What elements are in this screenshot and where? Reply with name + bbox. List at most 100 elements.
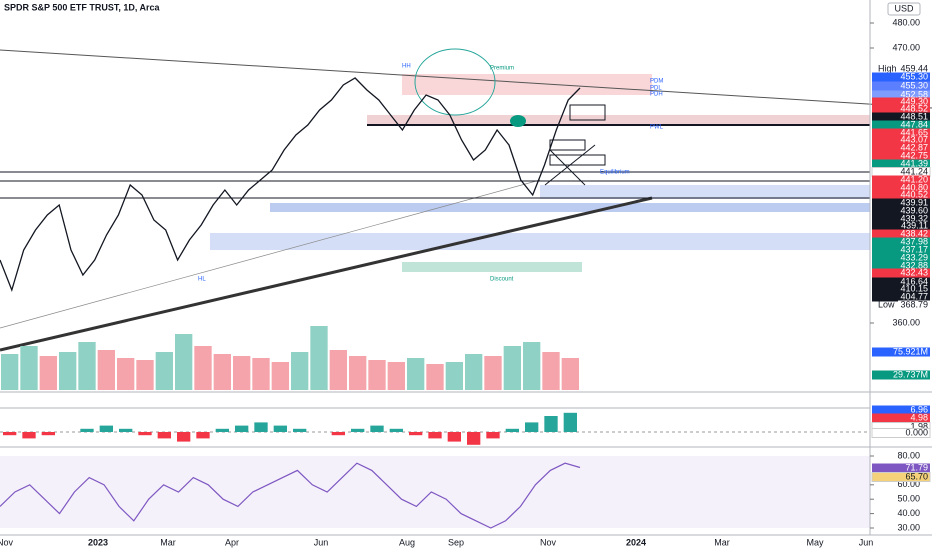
- currency-button[interactable]: [887, 2, 921, 16]
- volume-bar: [349, 356, 367, 390]
- volume-bar: [310, 326, 328, 390]
- macd-bar: [196, 432, 210, 439]
- price-badge: [872, 175, 930, 185]
- badge-label: 71.79: [905, 462, 928, 472]
- chart-annotation: Discount: [490, 277, 514, 283]
- price-line: [0, 77, 581, 292]
- currency[interactable]: USD: [894, 3, 914, 13]
- price-badge: [872, 284, 930, 294]
- chart-annotation: PDM: [650, 79, 663, 85]
- volume-bar: [426, 364, 444, 390]
- highlight-circle: [414, 48, 496, 116]
- badge-label: 75.921M: [893, 346, 928, 356]
- rsi-tick-label: 40.00: [897, 508, 920, 518]
- macd-bar: [235, 425, 249, 432]
- time-label: Mar: [714, 537, 730, 547]
- box: [569, 104, 606, 121]
- chart-annotation: Equilibrium: [600, 170, 630, 176]
- badge-label: 452.58: [900, 89, 928, 99]
- chart-annotation: PWL: [650, 125, 664, 131]
- price-badge: [872, 463, 930, 473]
- badge-label: 448.51: [900, 111, 928, 121]
- marker: [510, 115, 526, 127]
- symbol-title: SPDR S&P 500 ETF TRUST, 1D, Arca: [4, 2, 161, 12]
- time-label: Nov: [540, 537, 557, 547]
- volume-bar: [271, 362, 289, 390]
- badge-label: 439.32: [900, 213, 928, 223]
- price-badge: [871, 428, 931, 438]
- price-badge: [872, 237, 930, 247]
- price-badge: [872, 143, 930, 153]
- badge-label: 29.737M: [893, 369, 928, 379]
- rsi-band: [0, 456, 870, 528]
- demand-zone: [540, 185, 870, 199]
- macd-bar: [486, 432, 500, 439]
- volume-bar: [445, 362, 463, 390]
- volume-bar: [542, 352, 560, 390]
- price-badge: [898, 300, 930, 310]
- price-badge: [872, 214, 930, 224]
- volume-bar: [407, 358, 425, 390]
- badge-label: 416.64: [900, 276, 928, 286]
- price-badge: [872, 277, 930, 287]
- time-label: 2024: [626, 537, 646, 547]
- chart-annotation: PDL: [650, 86, 662, 92]
- badge-label: 455.30: [900, 71, 928, 81]
- volume-bar: [39, 356, 57, 390]
- badge-label: 410.15: [900, 283, 928, 293]
- volume-bar: [368, 360, 386, 390]
- badge-label: 404.77: [900, 291, 928, 301]
- price-badge: [872, 206, 930, 216]
- macd-bar: [177, 432, 191, 442]
- volume-bar: [561, 358, 579, 390]
- volume-bar: [329, 350, 347, 390]
- macd-bar: [22, 432, 36, 439]
- badge-label: 4.98: [910, 412, 928, 422]
- box: [549, 139, 586, 151]
- badge-label: 441.24: [900, 166, 928, 176]
- volume-bar: [117, 358, 135, 390]
- badge-tag: High: [878, 63, 897, 73]
- macd-bar: [447, 432, 461, 442]
- badge-label: 439.11: [901, 220, 928, 230]
- macd-bar: [525, 422, 539, 432]
- chart-annotation: HL: [198, 277, 206, 283]
- price-badge: [872, 221, 930, 231]
- macd-bar: [351, 428, 365, 432]
- volume-bar: [387, 362, 405, 390]
- macd-bar: [157, 432, 171, 439]
- time-label: Aug: [399, 537, 415, 547]
- drawing-line: [549, 149, 586, 186]
- badge-label: 439.91: [900, 197, 928, 207]
- volume-bar: [213, 354, 231, 390]
- badge-label: 368.79: [900, 299, 928, 309]
- price-badge: [871, 472, 931, 482]
- supply-zone: [367, 115, 870, 125]
- rsi-tick-label: 60.00: [897, 479, 920, 489]
- macd-bar: [273, 425, 287, 432]
- price-badge: [872, 292, 930, 302]
- macd-bar: [3, 432, 17, 436]
- badge-label: 441.20: [900, 174, 928, 184]
- price-badge: [872, 81, 930, 91]
- macd-bar: [138, 432, 152, 436]
- time-label: Sep: [448, 537, 464, 547]
- volume-bar: [465, 354, 483, 390]
- time-label: May: [806, 537, 824, 547]
- badge-label: 449.30: [900, 96, 928, 106]
- macd-bar: [119, 428, 133, 432]
- rsi-tick-label: 30.00: [897, 522, 920, 532]
- macd-bar: [215, 428, 229, 432]
- chart-annotation: PDH: [650, 92, 663, 98]
- volume-bar: [97, 350, 115, 390]
- macd-bar: [80, 428, 94, 432]
- price-badge: [872, 413, 930, 423]
- volume-bar: [252, 358, 270, 390]
- volume-bar: [136, 360, 154, 390]
- volume-bar: [1, 354, 19, 390]
- macd-bar: [99, 425, 113, 432]
- volume-bar: [194, 346, 212, 390]
- trendline: [0, 49, 932, 109]
